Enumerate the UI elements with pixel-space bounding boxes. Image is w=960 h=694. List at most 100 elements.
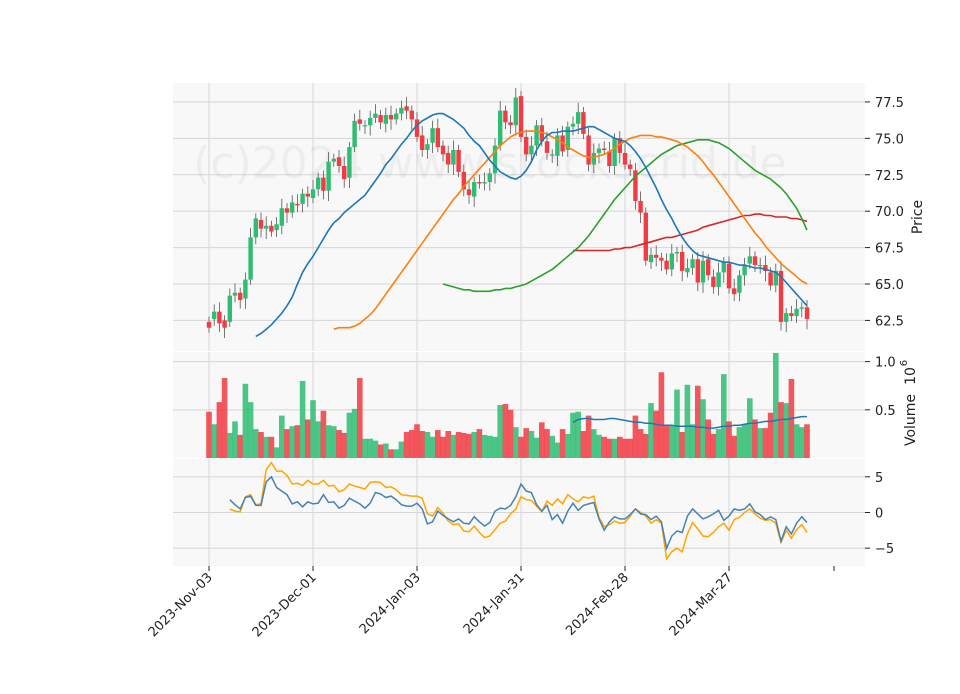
candle-body: [576, 112, 581, 124]
volume-bar: [284, 429, 290, 458]
candle-body: [581, 112, 586, 134]
volume-bar: [403, 431, 410, 458]
volume-bar: [804, 424, 810, 458]
volume-bar: [700, 399, 706, 458]
volume-bar: [216, 402, 223, 458]
candle-body: [305, 193, 310, 197]
volume-bar: [648, 403, 654, 458]
candle-body: [674, 251, 680, 254]
volume-bar: [570, 412, 576, 458]
volume-bar: [705, 419, 711, 458]
volume-bar: [409, 430, 415, 458]
candle-body: [664, 260, 669, 270]
candle-body: [498, 110, 503, 146]
volume-bar: [684, 384, 691, 458]
volume-bar: [461, 432, 467, 458]
candle-body: [492, 145, 498, 174]
candle-body: [513, 97, 518, 126]
volume-bar: [617, 436, 623, 458]
candle-body: [778, 270, 784, 322]
volume-bar: [632, 415, 639, 458]
candle-body: [238, 292, 243, 301]
volume-bar: [310, 400, 316, 458]
candle-body: [388, 115, 394, 120]
candle-body: [555, 135, 560, 156]
volume-bar: [767, 412, 774, 458]
volume-bar: [611, 438, 618, 458]
candle-body: [773, 270, 778, 286]
candle-body: [472, 182, 477, 197]
candle-body: [789, 313, 794, 317]
volume-bar: [315, 421, 321, 458]
volume-bar: [227, 432, 233, 458]
candle-body: [721, 262, 726, 273]
volume-bar: [466, 433, 472, 458]
candle-body: [711, 276, 716, 287]
candle-body: [440, 145, 446, 155]
volume-bar: [357, 378, 363, 458]
candle-body: [362, 125, 368, 127]
volume-bar: [778, 402, 784, 458]
volume-bar: [211, 424, 217, 458]
osc-tick-label: 0: [875, 507, 883, 522]
candle-body: [643, 212, 648, 261]
candle-body: [206, 321, 212, 328]
ma-slow-line: [442, 139, 808, 293]
price-tick-label: 70.0: [875, 205, 904, 220]
x-tick-label: 2024-Jan-31: [461, 570, 528, 637]
volume-bar: [247, 402, 254, 458]
volume-axis-title: Volume: [903, 394, 919, 446]
volume-bar: [435, 430, 441, 458]
volume-bar: [414, 424, 420, 458]
volume-bar: [528, 431, 535, 458]
candle-body: [420, 135, 425, 150]
candle-body: [638, 200, 643, 213]
volume-bar: [513, 427, 519, 458]
x-tick-label: 2023-Dec-01: [250, 570, 320, 640]
volume-bar: [741, 424, 748, 458]
candle-body: [466, 189, 472, 196]
ma-long-line: [573, 213, 808, 252]
candle-body: [726, 263, 732, 289]
volume-bar: [715, 429, 722, 458]
ma-fast-line: [255, 112, 808, 338]
volume-bar: [533, 437, 540, 458]
price-tick-label: 67.5: [875, 242, 904, 257]
candle-body: [435, 128, 440, 148]
x-tick-label: 2024-Mar-27: [667, 570, 736, 639]
candle-body: [394, 113, 399, 120]
volume-bar: [331, 426, 337, 458]
candle-body: [706, 259, 711, 276]
candle-body: [274, 224, 279, 231]
candle-body: [565, 126, 570, 150]
candle-body: [503, 110, 508, 123]
volume-bar: [377, 444, 384, 458]
volume-bar: [206, 411, 212, 458]
price-tick-label: 75.0: [875, 132, 904, 147]
volume-bar: [601, 436, 607, 458]
x-tick-label: 2023-Nov-03: [146, 570, 216, 640]
candle-body: [258, 219, 264, 229]
volume-bar: [481, 434, 488, 458]
price-tick-label: 65.0: [875, 278, 904, 293]
price-tick-label: 77.5: [875, 96, 904, 111]
candle-body: [732, 288, 737, 295]
candle-body: [461, 171, 466, 190]
volume-bar: [419, 431, 425, 458]
volume-bar: [523, 428, 529, 458]
candle-body: [248, 237, 253, 280]
price-tick-label: 62.5: [875, 314, 904, 329]
volume-bar: [544, 429, 550, 458]
volume-bar: [320, 410, 327, 458]
volume-bar: [663, 425, 670, 458]
candle-body: [295, 203, 300, 206]
volume-bar: [294, 425, 301, 458]
candle-body: [591, 152, 596, 165]
candle-body: [529, 145, 534, 155]
volume-bar: [658, 372, 665, 458]
volume-bar: [622, 438, 628, 458]
candle-body: [326, 161, 331, 191]
candle-body: [243, 279, 248, 299]
candle-body: [477, 182, 482, 184]
